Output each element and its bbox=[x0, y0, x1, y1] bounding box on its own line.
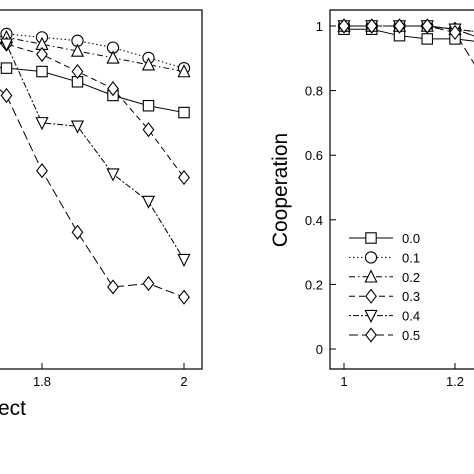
right-plot-frame bbox=[329, 9, 474, 370]
right-y-tick-label: 0.8 bbox=[305, 84, 323, 99]
legend-marker-4 bbox=[364, 309, 378, 324]
left-series-2-point bbox=[106, 50, 120, 64]
left-series-3-point bbox=[71, 63, 84, 80]
left-series-4-point bbox=[0, 38, 14, 52]
left-series-4-point bbox=[35, 117, 49, 131]
left-series-3-point bbox=[36, 46, 48, 63]
legend-marker-1 bbox=[364, 251, 378, 264]
legend-label-5: 0.5 bbox=[402, 328, 420, 343]
left-series-3-point bbox=[178, 169, 190, 186]
legend: 0.0 0.1 0.2 0.3 0.4 0.5 bbox=[349, 231, 420, 343]
right-y-tick-label: 1 bbox=[316, 19, 323, 34]
legend-marker-3 bbox=[365, 288, 377, 304]
left-x-tick-label: 1.8 bbox=[33, 374, 51, 389]
left-series-0-point bbox=[0, 62, 13, 74]
left-series-0-point bbox=[36, 65, 48, 78]
right-chart: 0 0.2 0.4 0.6 0.8 1 1 1.2 Cooperation 0.0 0.1 0.2… bbox=[269, 9, 474, 389]
legend-marker-5 bbox=[365, 327, 377, 343]
left-series-line-2 bbox=[0, 36, 185, 73]
right-y-tick-label: 0.4 bbox=[305, 213, 323, 228]
left-series-3-point bbox=[142, 122, 155, 138]
left-plot-area bbox=[0, 27, 191, 305]
legend-label-2: 0.2 bbox=[402, 270, 420, 285]
left-series-5-point bbox=[0, 87, 13, 104]
right-y-axis-label: Cooperation bbox=[269, 133, 292, 247]
left-x-axis-label-fragment: ect bbox=[0, 397, 26, 420]
right-series-5-point bbox=[338, 18, 350, 34]
legend-label-4: 0.4 bbox=[402, 309, 420, 324]
left-series-line-3 bbox=[0, 43, 185, 178]
left-x-tick-label: 2 bbox=[180, 374, 187, 389]
right-plot-area bbox=[337, 18, 474, 65]
legend-label-3: 0.3 bbox=[402, 289, 420, 304]
right-series-5-point bbox=[393, 18, 406, 34]
right-series-5-point bbox=[365, 18, 378, 34]
left-series-4-point bbox=[106, 168, 120, 182]
legend-marker-0 bbox=[365, 232, 377, 244]
left-series-2-point bbox=[141, 57, 156, 71]
left-series-2-point bbox=[70, 43, 85, 57]
left-series-4-point bbox=[70, 120, 85, 134]
left-series-5-point bbox=[71, 224, 84, 240]
left-series-4-point bbox=[141, 195, 156, 209]
left-series-3-point bbox=[107, 81, 119, 97]
legend-marker-2 bbox=[364, 269, 378, 283]
left-series-4-point bbox=[177, 253, 191, 268]
right-series-0-point bbox=[421, 33, 433, 45]
right-x-tick-label: 1.2 bbox=[446, 374, 464, 389]
left-series-5-point bbox=[178, 289, 190, 305]
left-series-line-1 bbox=[0, 33, 185, 69]
left-chart: 1.8 2 ect bbox=[0, 9, 203, 420]
left-plot-frame bbox=[0, 9, 203, 370]
left-series-2-point bbox=[177, 64, 191, 78]
right-y-tick-label: 0.6 bbox=[305, 148, 323, 163]
left-series-line-4 bbox=[0, 42, 185, 260]
right-axis-ticks: 0 0.2 0.4 0.6 0.8 1 1 1.2 bbox=[305, 19, 464, 389]
left-series-5-point bbox=[107, 279, 119, 295]
right-x-tick-label: 1 bbox=[340, 374, 347, 389]
right-series-5-point bbox=[421, 18, 434, 34]
left-series-5-point bbox=[142, 275, 155, 292]
legend-label-0: 0.0 bbox=[402, 231, 420, 246]
right-series-5-point bbox=[449, 24, 461, 41]
left-series-0-point bbox=[178, 106, 190, 119]
left-series-5-point bbox=[36, 163, 48, 179]
legend-label-1: 0.1 bbox=[402, 250, 420, 265]
left-series-0-point bbox=[142, 99, 155, 112]
right-y-tick-label: 0 bbox=[316, 342, 323, 357]
left-x-ticks: 1.8 2 bbox=[33, 363, 188, 389]
right-y-tick-label: 0.2 bbox=[305, 277, 323, 292]
